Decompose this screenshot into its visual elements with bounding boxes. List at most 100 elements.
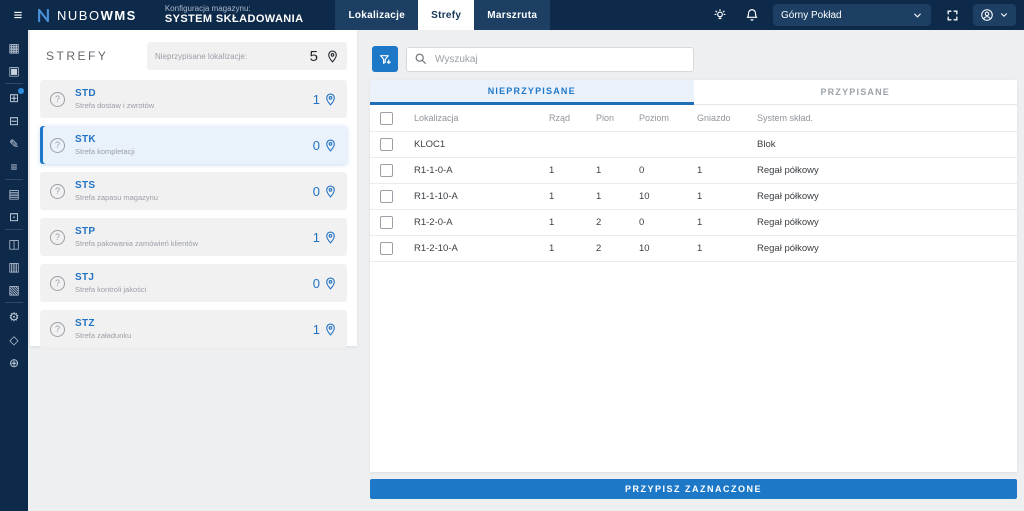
cell-system: Blok [757,139,776,150]
location-pin-icon [326,93,335,106]
zone-item-stp[interactable]: ? STP Strefa pakowania zamówień klientów… [40,218,347,256]
reports-book-icon[interactable]: ◫ [8,236,20,251]
cell-system: Regał półkowy [757,243,819,254]
zone-location-count: 1 [312,321,320,337]
location-pin-icon [328,50,337,63]
zone-description: Strefa załadunku [75,330,132,340]
cell-pion: 2 [596,243,602,254]
row-checkbox[interactable] [380,164,393,177]
select-all-checkbox[interactable] [380,111,393,125]
col-header-rzad: Rząd [549,113,571,123]
zone-code: STJ [75,272,95,284]
tab-nieprzypisane[interactable]: NIEPRZYPISANE [370,80,694,105]
zones-panel: STREFY Nieprzypisane lokalizacje: 5 ? ST… [30,30,357,348]
truck-icon[interactable]: ⊟ [8,113,20,128]
brand-name-bold: WMS [100,7,137,23]
locations-card: NIEPRZYPISANE PRZYPISANE Lokalizacja Rzą… [370,80,1017,472]
cell-poziom: 0 [639,217,645,228]
task-list-icon[interactable]: ≡ [0,155,28,180]
row-checkbox[interactable] [380,242,393,255]
cell-gniazdo: 1 [697,191,703,202]
globe-icon[interactable]: ⊕ [8,355,20,370]
theme-bulb-icon[interactable] [709,4,731,26]
settings-gear-icon[interactable]: ⚙ [8,309,20,324]
zone-item-stz[interactable]: ? STZ Strefa załadunku 1 [40,310,347,348]
row-checkbox[interactable] [380,138,393,151]
assign-selected-button[interactable]: PRZYPISZ ZAZNACZONE [370,479,1017,499]
warehouse-box-icon[interactable]: ▣ [0,59,28,84]
warehouse-select[interactable]: Górny Pokład [773,4,931,26]
row-checkbox[interactable] [380,190,393,203]
dashboard-icon[interactable]: ▦ [8,40,20,55]
cell-rzad: 1 [549,191,555,202]
user-menu-button[interactable] [973,4,1016,26]
tab-strefy[interactable]: Strefy [418,0,475,30]
handtruck-icon[interactable]: ⊞ [0,86,28,109]
help-icon: ? [50,91,65,107]
zone-item-stk[interactable]: ? STK Strefa kompletacji 0 [40,126,347,164]
zone-description: Strefa kompletacji [75,146,135,156]
location-pin-icon [326,231,335,244]
cell-gniazdo: 1 [697,217,703,228]
zone-item-sts[interactable]: ? STS Strefa zapasu magazynu 0 [40,172,347,210]
storage-grid-icon[interactable]: ▥ [8,259,20,274]
notifications-bell-icon[interactable] [741,4,763,26]
help-icon: ? [50,183,65,199]
zone-code: STK [75,134,96,146]
zone-item-std[interactable]: ? STD Strefa dostaw i zwrotów 1 [40,80,347,118]
filter-button[interactable] [372,46,398,72]
tab-marszruta[interactable]: Marszruta [487,9,538,21]
cell-lokalizacja: R1-2-10-A [414,243,458,254]
table-row[interactable]: R1-2-0-A 1 2 0 1 Regał półkowy [370,210,1017,236]
zone-item-stj[interactable]: ? STJ Strefa kontroli jakości 0 [40,264,347,302]
table-row[interactable]: R1-2-10-A 1 2 10 1 Regał półkowy [370,236,1017,262]
location-pin-icon [326,323,335,336]
col-header-pion: Pion [596,113,615,123]
zone-location-count: 0 [312,183,320,199]
cell-poziom: 10 [639,191,650,202]
cards-icon[interactable]: ▤ [8,186,20,201]
fullscreen-icon[interactable] [941,4,963,26]
search-input[interactable] [406,46,694,72]
tab-lokalizacje[interactable]: Lokalizacje [348,9,406,21]
cell-pion: 2 [596,217,602,228]
table-header-row: Lokalizacja Rząd Pion Poziom Gniazdo Sys… [370,105,1017,132]
row-checkbox[interactable] [380,216,393,229]
top-tab-bar: Lokalizacje Strefy Marszruta [335,0,551,30]
config-label: Konfiguracja magazynu: [164,4,251,14]
menu-icon[interactable]: ≡ [13,6,23,24]
cell-lokalizacja: R1-1-10-A [414,191,458,202]
table-row[interactable]: KLOC1 Blok [370,132,1017,158]
unassigned-label: Nieprzypisane lokalizacje: [155,51,248,61]
cell-system: Regał półkowy [757,165,819,176]
picking-hand-icon[interactable]: ✎ [8,136,20,151]
location-pin-icon [326,277,335,290]
notes-icon[interactable]: ▧ [0,278,28,303]
notification-dot [18,88,24,94]
help-icon: ? [50,229,65,245]
user-icon [981,9,993,21]
chevron-down-icon [1000,13,1008,17]
zones-panel-title: STREFY [46,49,109,63]
zone-description: Strefa pakowania zamówień klientów [75,238,198,248]
zones-list: ? STD Strefa dostaw i zwrotów 1 ? STK St… [40,80,347,348]
help-icon: ? [50,137,65,153]
cell-poziom: 10 [639,243,650,254]
tab-przypisane[interactable]: PRZYPISANE [693,80,1017,105]
warehouse-select-value: Górny Pokład [781,9,842,21]
table-row[interactable]: R1-1-0-A 1 1 0 1 Regał półkowy [370,158,1017,184]
zone-description: Strefa zapasu magazynu [75,192,158,202]
unassigned-count: 5 [309,47,318,65]
filter-funnel-icon [379,54,391,64]
printer-icon[interactable]: ⊡ [0,205,28,230]
zone-location-count: 1 [312,91,320,107]
table-row[interactable]: R1-1-10-A 1 1 10 1 Regał półkowy [370,184,1017,210]
zone-code: STP [75,226,96,238]
icon-rail: ▦ ▣ ⊞ ⊟ ✎ ≡ ▤ ⊡ ◫ ▥ ▧ ⚙ ◇ ⊕ [0,30,28,511]
cell-lokalizacja: KLOC1 [414,139,446,150]
cell-rzad: 1 [549,217,555,228]
location-pin-icon [326,185,335,198]
top-bar: ≡ NUBOWMS Konfiguracja magazynu: SYSTEM … [0,0,1024,30]
col-header-system: System skład. [757,113,814,123]
integrations-icon[interactable]: ◇ [9,332,19,347]
